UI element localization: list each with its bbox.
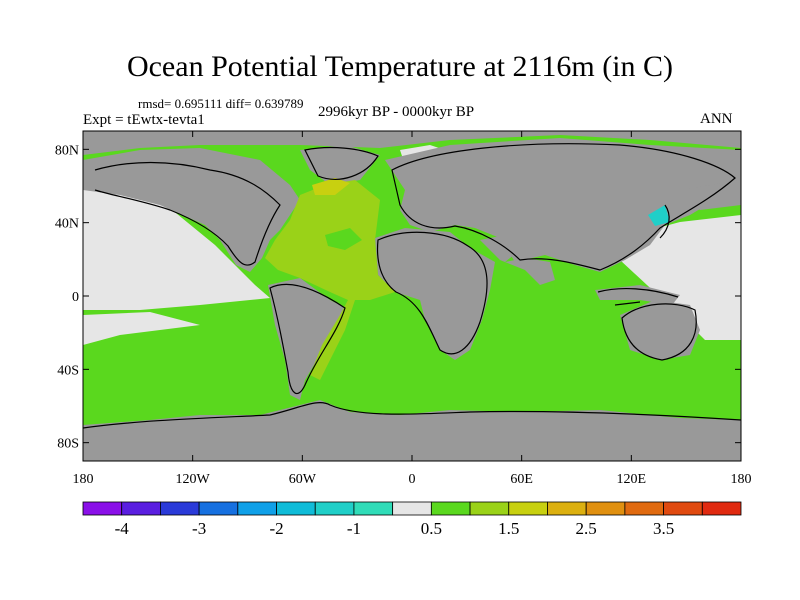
colorbar-box xyxy=(82,501,123,516)
colorbar-box xyxy=(237,501,277,516)
colorbar-label: -1 xyxy=(347,519,361,538)
colorbar-box xyxy=(276,501,316,516)
maritime-continent-land xyxy=(595,285,680,305)
antarctica-coast xyxy=(83,402,741,429)
mid-atlantic-core-anomaly xyxy=(325,228,362,250)
x-tick-label: 60E xyxy=(510,472,533,487)
y-tick-label: 40N xyxy=(55,217,79,232)
chart-title: Ocean Potential Temperature at 2116m (in… xyxy=(126,50,674,83)
y-tick-label: 80N xyxy=(55,143,79,158)
colorbar-label: 1.5 xyxy=(498,519,519,538)
indonesia-coast xyxy=(597,287,679,306)
japan-sea-anomaly xyxy=(648,205,670,226)
eurasia-coast xyxy=(391,143,736,271)
greenland-land xyxy=(300,145,380,185)
australia-land xyxy=(620,300,700,360)
india-arabia-land xyxy=(480,235,555,285)
pacific-east-gray-region xyxy=(620,215,741,340)
colorbar-box xyxy=(198,501,239,516)
axis-ticks: 180 120W 60W 0 60E 120E 180 80N 40N 0 40S 80S xyxy=(55,131,752,487)
map-field xyxy=(83,131,741,461)
colorbar-box xyxy=(547,501,587,516)
colorbar-label: -3 xyxy=(192,519,206,538)
colorbar-box xyxy=(624,501,664,516)
colorbar-label: 0.5 xyxy=(421,519,442,538)
colorbar-box xyxy=(392,501,432,516)
north-america-land xyxy=(83,148,300,272)
colorbar-label: -2 xyxy=(269,519,283,538)
north-pacific-land-fringe xyxy=(680,180,741,210)
colorbar-box xyxy=(430,501,471,516)
africa-land xyxy=(375,228,495,360)
colorbar-box xyxy=(314,501,355,516)
period-label: 2996kyr BP - 0000kyr BP xyxy=(318,104,475,120)
season-label: ANN xyxy=(700,111,733,127)
colorbar-box xyxy=(160,501,200,516)
x-tick-label: 180 xyxy=(731,472,752,487)
south-america-land xyxy=(268,278,350,400)
colorbar-box xyxy=(469,501,510,516)
atlantic-warm-anomaly xyxy=(265,180,395,380)
eurasia-land xyxy=(385,138,741,272)
colorbar: -4 -3 -2 -1 0.5 1.5 2.5 3.5 xyxy=(82,501,742,538)
colorbar-label: 3.5 xyxy=(653,519,674,538)
greenland-coast xyxy=(304,146,379,180)
y-tick-label: 40S xyxy=(57,363,79,378)
colorbar-label: -4 xyxy=(115,519,130,538)
colorbar-box xyxy=(585,501,626,516)
experiment-label: Expt = tEwtx-tevta1 xyxy=(83,112,205,128)
antarctica-land xyxy=(83,400,741,461)
japan-coast xyxy=(659,204,670,239)
x-tick-label: 120E xyxy=(617,472,647,487)
pacific-south-gray-region xyxy=(83,312,200,345)
colorbar-box xyxy=(508,501,548,516)
pacific-west-gray-region xyxy=(83,185,270,310)
x-tick-label: 60W xyxy=(289,472,317,487)
south-america-coast xyxy=(269,283,346,395)
colorbar-label: 2.5 xyxy=(576,519,597,538)
australia-coast xyxy=(621,303,697,361)
y-tick-label: 80S xyxy=(57,437,79,452)
x-tick-label: 120W xyxy=(176,472,211,487)
subpolar-atlantic-anomaly xyxy=(312,178,350,195)
coastlines xyxy=(83,143,741,429)
x-tick-label: 0 xyxy=(409,472,416,487)
north-america-coast xyxy=(94,161,281,266)
colorbar-box xyxy=(121,501,161,516)
colorbar-box xyxy=(701,501,742,516)
arctic-land-fringe xyxy=(83,131,741,155)
x-tick-label: 180 xyxy=(73,472,94,487)
colorbar-box xyxy=(663,501,703,516)
stats-label: rmsd= 0.695111 diff= 0.639789 xyxy=(138,96,304,111)
y-tick-label: 0 xyxy=(72,290,79,305)
colorbar-box xyxy=(353,501,394,516)
africa-coast xyxy=(376,231,488,355)
